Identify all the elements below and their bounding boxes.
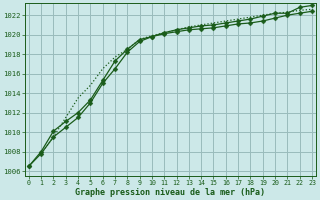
X-axis label: Graphe pression niveau de la mer (hPa): Graphe pression niveau de la mer (hPa)	[76, 188, 265, 197]
